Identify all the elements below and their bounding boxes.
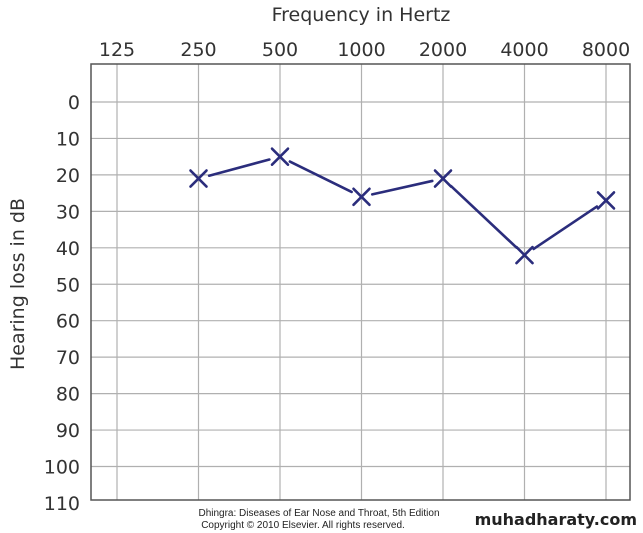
y-tick-label-0: 0 [68,92,80,114]
credit-line-2: Copyright © 2010 Elsevier. All rights re… [201,520,405,531]
y-tick-label-20: 20 [56,165,80,187]
data-point-2000 [433,169,453,188]
y-axis-title: Hearing loss in dB [7,198,29,370]
data-point-4000 [515,245,534,265]
data-point-1000 [352,187,371,207]
series-segment [532,205,599,251]
series-hearing-threshold [189,147,616,265]
plot-frame [90,63,631,501]
y-tick-label-50: 50 [56,274,80,296]
data-point-250 [189,169,208,188]
series-segment [449,184,518,249]
data-point-8000 [596,191,616,210]
y-tick-label-80: 80 [56,384,80,406]
y-tick-labels: 0 10 20 30 40 50 60 70 80 90 100 110 [44,92,80,515]
series-segment [207,158,271,177]
y-tick-label-40: 40 [56,238,80,260]
x-tick-label-500: 500 [262,39,298,61]
x-tick-label-4000: 4000 [500,39,548,61]
x-tick-label-125: 125 [99,39,135,61]
data-point-500 [270,147,290,166]
x-tick-label-1000: 1000 [337,39,385,61]
x-tick-label-250: 250 [180,39,216,61]
series-segment [288,160,353,194]
x-tick-labels: 125 250 500 1000 2000 4000 8000 [99,39,630,61]
grid [91,64,630,500]
y-tick-label-90: 90 [56,420,80,442]
series-segment [370,179,434,196]
credit-line-1: Dhingra: Diseases of Ear Nose and Throat… [198,508,439,519]
y-tick-label-110: 110 [44,493,80,515]
watermark: muhadharaty.com [475,510,637,529]
x-tick-label-2000: 2000 [419,39,467,61]
y-tick-label-100: 100 [44,457,80,479]
y-tick-label-10: 10 [56,128,80,150]
x-axis-title: Frequency in Hertz [272,4,451,26]
y-tick-label-70: 70 [56,347,80,369]
y-tick-label-60: 60 [56,311,80,333]
x-tick-label-8000: 8000 [582,39,630,61]
y-tick-label-30: 30 [56,201,80,223]
